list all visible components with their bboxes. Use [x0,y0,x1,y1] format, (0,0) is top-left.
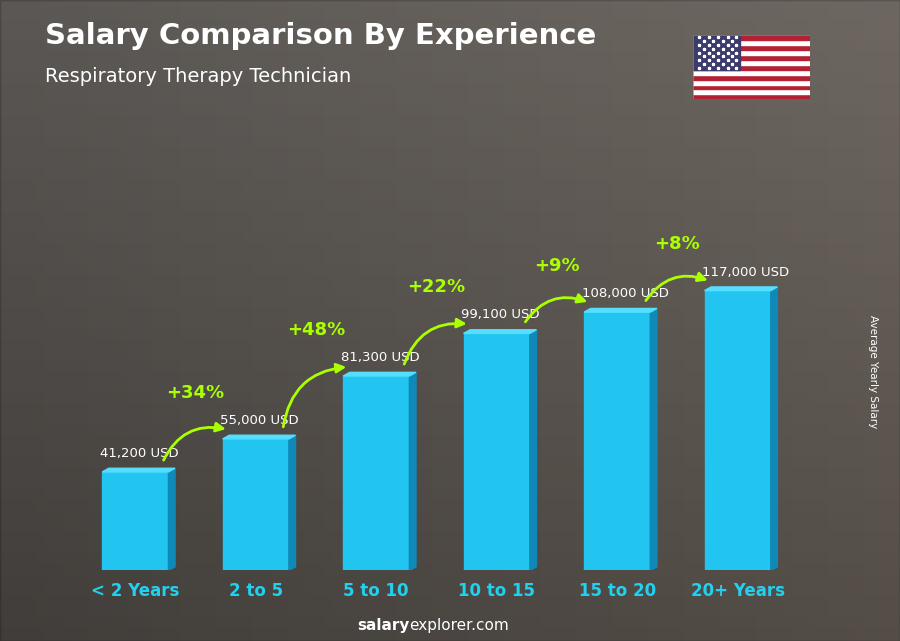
Polygon shape [103,468,175,472]
FancyArrowPatch shape [164,423,223,460]
Bar [693,70,810,75]
Polygon shape [410,372,416,570]
Text: 99,100 USD: 99,100 USD [461,308,540,321]
Polygon shape [103,472,168,570]
Bar [693,35,740,70]
Text: +48%: +48% [287,320,345,338]
Text: salary: salary [357,618,410,633]
Bar [693,60,810,65]
Text: 81,300 USD: 81,300 USD [341,351,419,364]
Polygon shape [584,308,657,312]
Polygon shape [770,287,778,570]
Bar [693,65,810,70]
Text: +34%: +34% [166,384,225,402]
Text: Average Yearly Salary: Average Yearly Salary [868,315,878,428]
Bar [693,75,810,79]
Text: explorer.com: explorer.com [410,618,509,633]
FancyArrowPatch shape [404,319,464,364]
Polygon shape [530,329,536,570]
Text: 41,200 USD: 41,200 USD [100,447,178,460]
Bar [693,45,810,50]
Text: +8%: +8% [654,235,700,253]
Text: Respiratory Therapy Technician: Respiratory Therapy Technician [45,67,351,87]
Polygon shape [343,372,416,376]
Polygon shape [464,329,536,333]
FancyArrowPatch shape [284,364,343,427]
Bar [693,85,810,90]
Bar [693,55,810,60]
Polygon shape [289,435,295,570]
Polygon shape [705,290,770,570]
Text: 55,000 USD: 55,000 USD [220,414,299,427]
Text: 108,000 USD: 108,000 USD [581,287,669,300]
FancyArrowPatch shape [526,295,584,322]
Bar [693,35,810,40]
Polygon shape [222,439,289,570]
Polygon shape [705,287,778,290]
Text: +9%: +9% [534,257,580,275]
Polygon shape [651,308,657,570]
Bar [693,40,810,45]
FancyArrowPatch shape [646,273,705,301]
Text: 117,000 USD: 117,000 USD [702,265,789,279]
Polygon shape [343,376,410,570]
Polygon shape [222,435,295,439]
Text: +22%: +22% [408,278,465,296]
Bar [693,90,810,94]
Bar [693,50,810,55]
Bar [693,79,810,85]
Text: Salary Comparison By Experience: Salary Comparison By Experience [45,22,596,51]
Polygon shape [464,333,530,570]
Bar [693,94,810,99]
Polygon shape [584,312,651,570]
Polygon shape [168,468,175,570]
